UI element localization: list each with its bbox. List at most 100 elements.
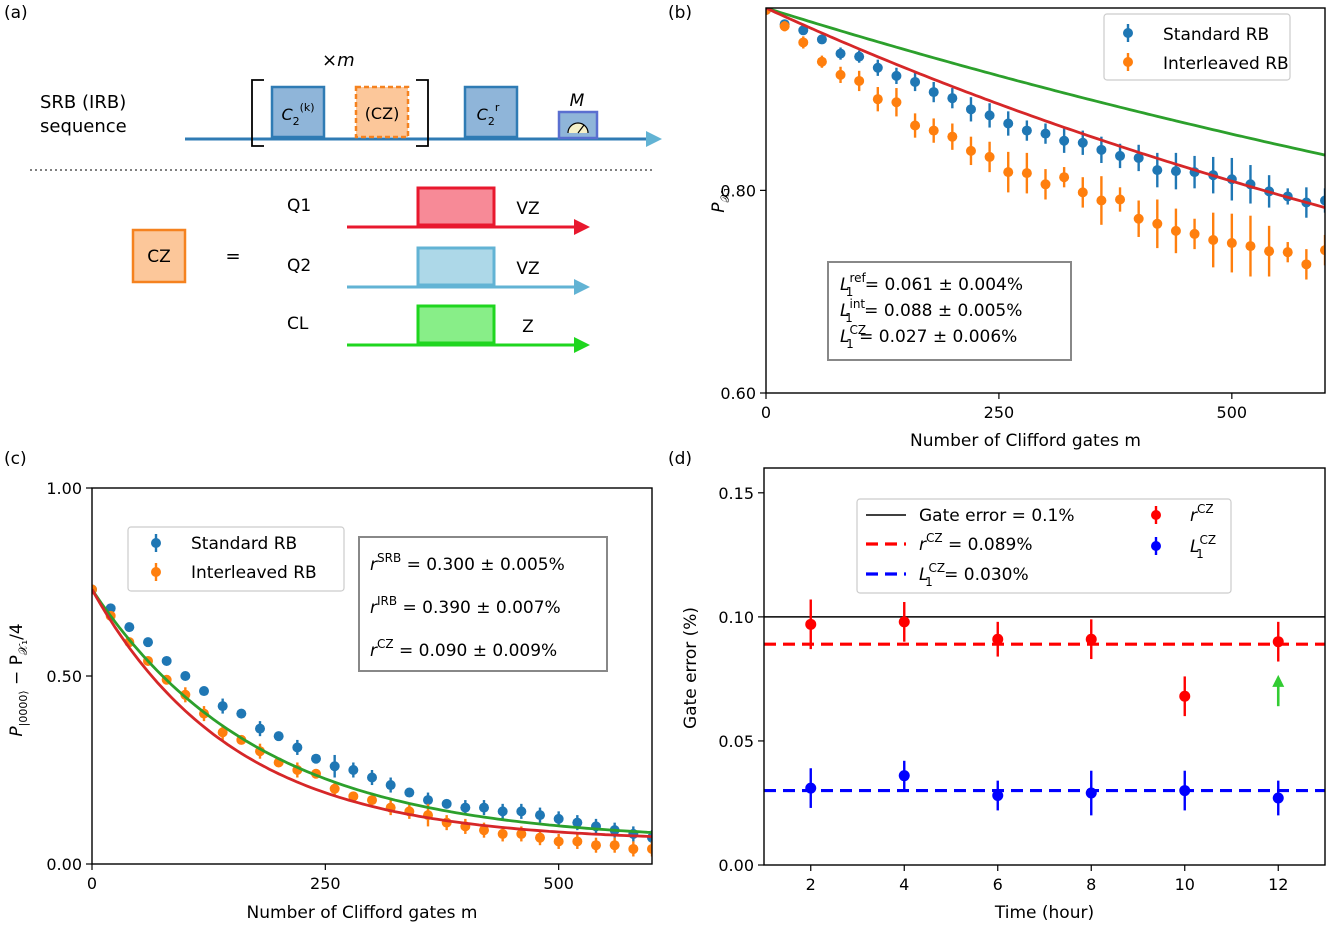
rcz-point <box>805 618 817 630</box>
interleaved-rb-point <box>891 97 902 108</box>
rcz-legend-marker <box>1151 510 1161 520</box>
interleaved-rb-point <box>628 843 639 854</box>
standard-rb-point <box>965 104 976 115</box>
standard-rb-point <box>161 655 172 666</box>
l1cz-point <box>898 770 910 782</box>
interleaved-rb-point <box>798 37 809 48</box>
standard-rb-point <box>891 70 902 81</box>
standard-rb-point <box>236 708 247 719</box>
x-tick-label: 500 <box>543 874 574 893</box>
interleaved-rb-legend-marker <box>1123 57 1133 67</box>
annotation-box <box>827 261 1072 361</box>
standard-rb-point <box>199 686 209 697</box>
standard-rb-point <box>516 806 527 817</box>
plot-area-b <box>766 8 1325 280</box>
y-tick-label: 0.15 <box>718 484 754 503</box>
rcz-point <box>898 616 910 628</box>
interleaved-rb-point <box>1133 213 1144 224</box>
standard-rb-point <box>460 802 471 813</box>
interleaved-rb-point <box>1152 218 1163 229</box>
standard-rb-point <box>1021 125 1032 136</box>
gate-c2k-label: C2(k) <box>281 101 314 128</box>
qubit-suffix-cl: Z <box>522 317 534 337</box>
left-bracket <box>251 79 264 147</box>
meter-needle <box>577 124 585 134</box>
standard-rb-point <box>1320 195 1325 206</box>
x-axis-label: Number of Clifford gates m <box>910 431 1141 451</box>
equals-sign: = <box>225 246 240 267</box>
pulse-box-cl <box>416 304 496 345</box>
gate-c2r <box>463 85 519 139</box>
standard-rb-point <box>535 810 545 821</box>
standard-rb-point <box>1077 137 1088 148</box>
interleaved-rb-point <box>217 727 228 738</box>
standard-rb-point <box>798 25 809 36</box>
interleaved-rb-point <box>835 69 846 80</box>
panel-label-a: (a) <box>4 3 28 23</box>
qubit-label-q2: Q2 <box>287 256 311 276</box>
interleaved-rb-point <box>367 795 377 806</box>
interleaved-rb-point <box>1226 238 1237 249</box>
x-tick-label: 8 <box>1086 875 1096 894</box>
standard-rb-point <box>1152 165 1163 176</box>
x-tick-label: 6 <box>993 875 1003 894</box>
right-bracket <box>416 79 429 147</box>
interleaved-rb-point <box>647 843 652 854</box>
y-tick-label: 0.10 <box>718 608 754 627</box>
standard-rb-point <box>329 761 340 772</box>
chart-b-leakage: 0 250 500 0.60 0.80 Number of Clifford gates … <box>709 7 1326 451</box>
qubit-label-cl: CL <box>287 314 309 334</box>
interleaved-rb-point <box>779 21 790 32</box>
annotation-line: rSRB = 0.300 ± 0.005% <box>370 551 565 575</box>
interleaved-rb-point <box>928 125 939 136</box>
x-axis-label: Number of Clifford gates m <box>247 903 478 923</box>
interleaved-rb-point <box>910 120 921 131</box>
standard-rb-point <box>872 62 883 73</box>
gate-cz-interleaved <box>354 85 410 139</box>
gate-cz-interleaved-label: (CZ) <box>365 104 400 123</box>
standard-rb-point <box>928 87 939 98</box>
l1cz-point <box>1272 792 1284 804</box>
interleaved-rb-point <box>497 828 508 839</box>
standard-rb-point <box>1170 166 1181 177</box>
interleaved-rb-point <box>479 825 489 836</box>
annotation-line: Lref 1 = 0.061 ± 0.004% <box>840 271 1023 299</box>
chart-c-decay: 0 250 500 0.00 0.50 1.00 Number of Clifford ga… <box>7 479 653 923</box>
standard-rb-point <box>367 772 377 783</box>
interleaved-rb-point <box>816 56 827 67</box>
cz-box-label: CZ <box>147 247 171 267</box>
interleaved-rb-point <box>180 689 191 700</box>
rcz-point <box>992 633 1004 645</box>
repeat-label: ×m <box>322 50 355 71</box>
qubit-suffix-q1: VZ <box>516 199 539 219</box>
legend-box <box>856 498 1232 594</box>
legend-label: rCZ = 0.089% <box>919 531 1032 555</box>
interleaved-rb-legend-marker <box>151 567 161 577</box>
measure-label: M <box>570 91 585 111</box>
legend-label: LCZ 1 = 0.030% <box>919 561 1029 589</box>
panel-label-c: (c) <box>4 449 27 469</box>
l1cz-point <box>1179 785 1191 797</box>
y-tick-label: 0.00 <box>46 855 82 874</box>
standard-rb-point <box>143 637 153 648</box>
x-tick-label: 2 <box>806 875 816 894</box>
standard-rb-point <box>180 671 191 681</box>
x-tick-label: 500 <box>1217 403 1248 422</box>
pulse-box-q2 <box>416 246 496 287</box>
annotation-line: rIRB = 0.390 ± 0.007% <box>370 594 561 618</box>
interleaved-rb-point <box>1282 247 1293 258</box>
interleaved-rb-point <box>1208 235 1219 246</box>
interleaved-rb-point <box>1264 246 1275 257</box>
standard-rb-point <box>255 723 265 734</box>
interleaved-rb-point <box>516 828 527 839</box>
standard-rb-point <box>572 817 583 828</box>
y-tick-label: 0.00 <box>718 856 754 875</box>
interleaved-rb-point <box>854 75 865 86</box>
y-tick-label: 1.00 <box>46 479 82 498</box>
interleaved-rb-point <box>1115 194 1126 205</box>
standard-rb-point <box>273 731 284 742</box>
legend-label: Interleaved RB <box>191 563 317 583</box>
standard-rb-point <box>311 753 321 764</box>
legend-box <box>1103 13 1291 81</box>
